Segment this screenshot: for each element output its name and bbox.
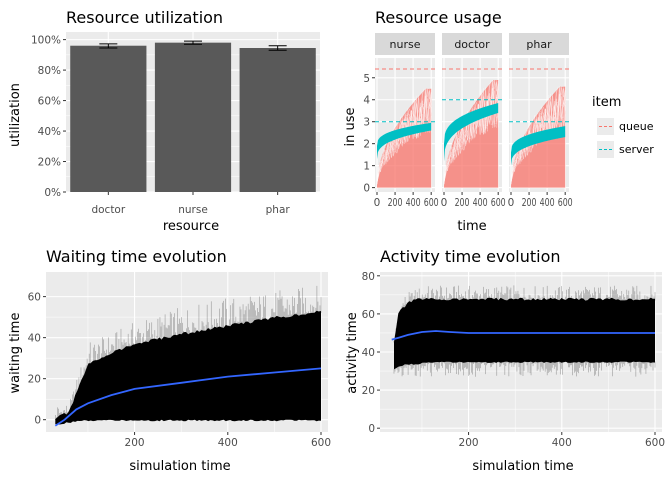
usage-xlabel: time xyxy=(457,219,486,234)
bar-phar xyxy=(239,48,316,192)
facet-strip-phar xyxy=(509,33,569,55)
server-band-nurse xyxy=(377,122,432,188)
waiting-xtick-label: 600 xyxy=(311,437,331,449)
activity-xtick-label: 600 xyxy=(645,437,665,449)
usage-ytick-label: 1 xyxy=(363,161,370,173)
facet-label-nurse: nurse xyxy=(390,38,421,51)
waiting-ytick-label: 20 xyxy=(28,374,41,386)
activity-ylabel: activity time xyxy=(345,312,360,393)
activity-ytick-label: 40 xyxy=(362,347,375,359)
waiting-trace-band xyxy=(55,310,322,425)
waiting-title: Waiting time evolution xyxy=(46,247,227,266)
usage-xtick-label: 600 xyxy=(491,197,506,209)
facet-strip-nurse xyxy=(375,33,435,55)
utilization-ytick-label: 100% xyxy=(31,35,61,47)
usage-xtick-label: 400 xyxy=(540,197,555,209)
utilization-ytick-label: 0% xyxy=(44,187,61,199)
usage-xtick-label: 400 xyxy=(406,197,421,209)
queue-trace xyxy=(376,88,432,184)
legend-label-server: server xyxy=(619,143,654,156)
usage-xtick-label: 0 xyxy=(374,197,381,209)
utilization-xtick-doctor: doctor xyxy=(91,204,125,216)
utilization-xtick-nurse: nurse xyxy=(178,204,208,216)
utilization-ytick-label: 20% xyxy=(38,157,61,169)
waiting-spike-traces xyxy=(55,285,322,420)
legend-title: item xyxy=(592,95,621,110)
waiting-xlabel: simulation time xyxy=(129,459,230,474)
usage-ytick-label: 4 xyxy=(363,95,370,107)
activity-title: Activity time evolution xyxy=(380,247,561,266)
queue-trace xyxy=(443,84,499,184)
server-band-phar xyxy=(511,126,566,188)
utilization-xtick-phar: phar xyxy=(266,204,291,216)
waiting-trend-line xyxy=(54,367,322,427)
usage-ytick-label: 3 xyxy=(363,117,370,129)
queue-trace xyxy=(510,86,566,184)
activity-ytick-label: 60 xyxy=(362,309,375,321)
waiting-ytick-label: 0 xyxy=(34,415,41,427)
usage-ytick-label: 0 xyxy=(363,183,370,195)
usage-title: Resource usage xyxy=(375,8,502,27)
facet-label-phar: phar xyxy=(526,38,552,51)
waiting-xtick-label: 200 xyxy=(125,437,145,449)
activity-trend-line xyxy=(391,330,655,341)
usage-xtick-label: 600 xyxy=(558,197,573,209)
activity-ytick-label: 0 xyxy=(368,423,375,435)
usage-xtick-label: 0 xyxy=(441,197,448,209)
waiting-ytick-label: 40 xyxy=(28,333,41,345)
facet-strip-doctor xyxy=(442,33,502,55)
waiting-ylabel: waiting time xyxy=(8,313,23,394)
queue-trace xyxy=(376,92,432,184)
utilization-ytick-label: 60% xyxy=(38,96,61,108)
server-band-doctor xyxy=(444,103,499,188)
activity-xtick-label: 200 xyxy=(459,437,479,449)
usage-xtick-label: 600 xyxy=(424,197,439,209)
usage-xtick-label: 0 xyxy=(508,197,515,209)
activity-ytick-label: 20 xyxy=(362,385,375,397)
usage-xtick-label: 200 xyxy=(388,197,403,209)
usage-xtick-label: 400 xyxy=(473,197,488,209)
legend-label-queue: queue xyxy=(619,120,654,133)
queue-trace xyxy=(443,79,499,183)
bar-nurse xyxy=(154,42,232,192)
waiting-ytick-label: 60 xyxy=(28,292,41,304)
queue-trace xyxy=(376,95,432,183)
waiting-xtick-label: 400 xyxy=(218,437,238,449)
usage-ytick-label: 5 xyxy=(363,73,370,85)
bar-doctor xyxy=(70,45,147,192)
usage-xtick-label: 200 xyxy=(522,197,537,209)
utilization-ylabel: utilization xyxy=(8,83,23,147)
activity-xtick-label: 400 xyxy=(552,437,572,449)
activity-xlabel: simulation time xyxy=(472,459,573,474)
facet-label-doctor: doctor xyxy=(454,38,490,51)
utilization-ytick-label: 80% xyxy=(38,65,61,77)
utilization-ytick-label: 40% xyxy=(38,126,61,138)
usage-ytick-label: 2 xyxy=(363,139,370,151)
utilization-title: Resource utilization xyxy=(66,8,223,27)
usage-ylabel: in use xyxy=(343,108,358,147)
activity-ytick-label: 80 xyxy=(362,271,375,283)
utilization-xlabel: resource xyxy=(163,219,219,234)
usage-xtick-label: 200 xyxy=(455,197,470,209)
